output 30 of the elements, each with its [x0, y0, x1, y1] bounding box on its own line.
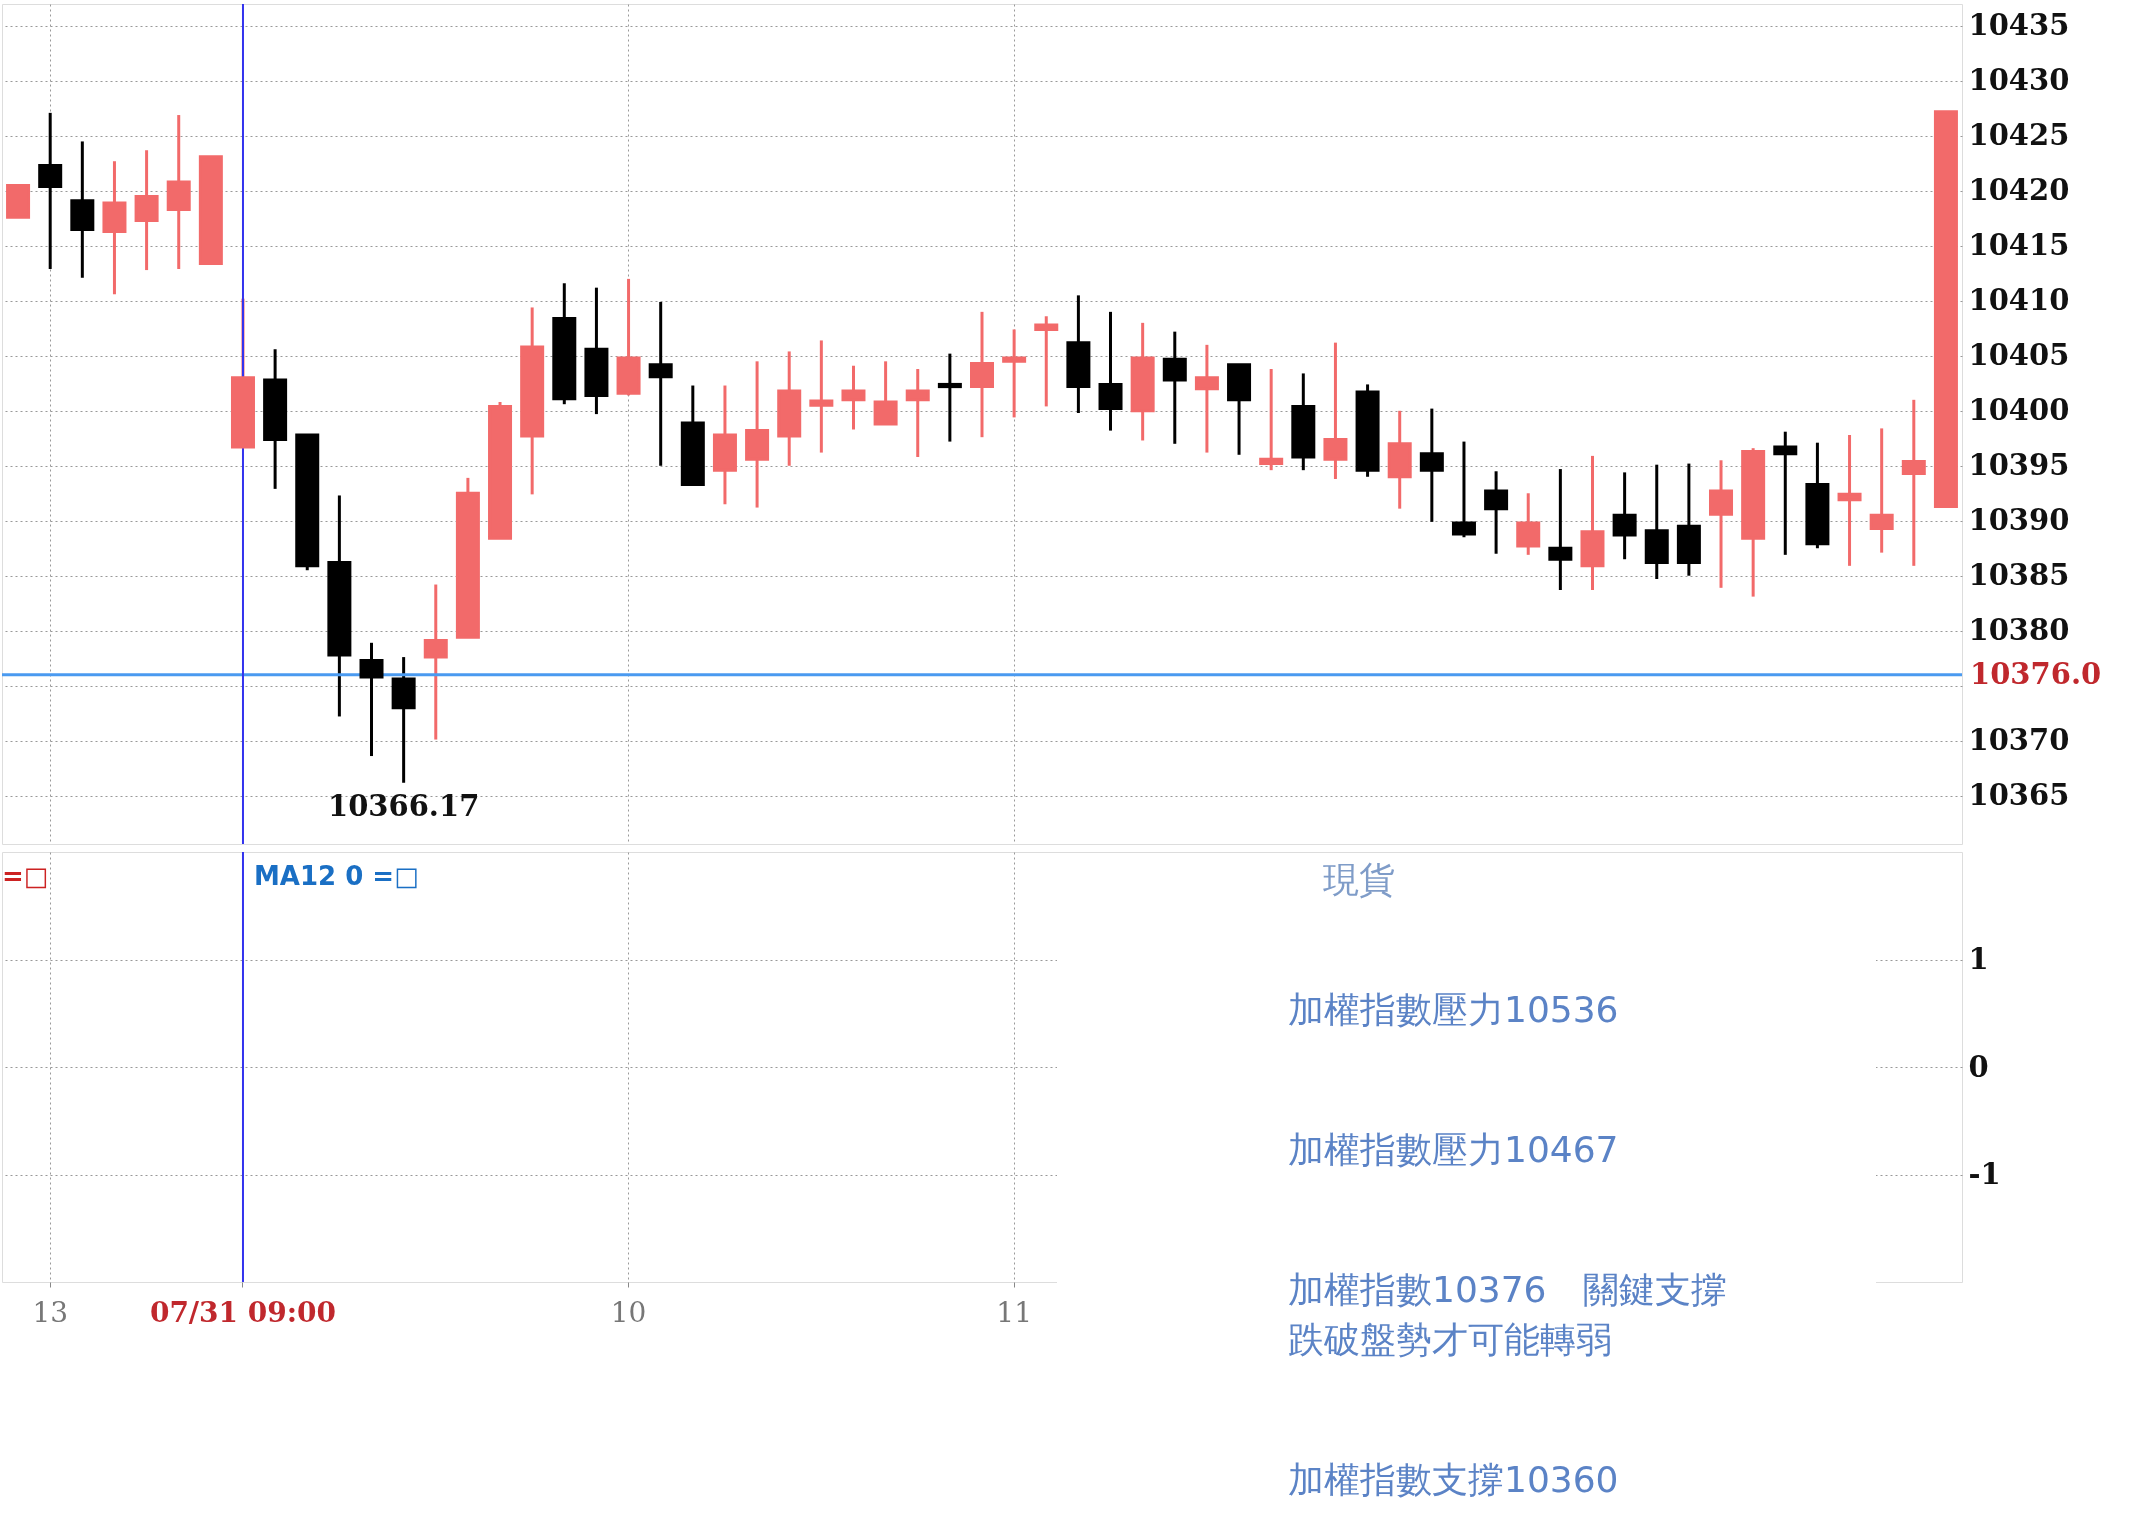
y-tick-label: 10430: [1968, 63, 2070, 98]
y-tick-label: 10410: [1968, 283, 2070, 318]
y-tick-label: 10400: [1968, 393, 2070, 428]
y-tick-label: 10420: [1968, 173, 2070, 208]
x-tick-label: 10: [610, 1295, 647, 1329]
y-tick-label: 10365: [1968, 778, 2070, 813]
annotation: 加權指數壓力10536: [1288, 989, 1619, 1030]
y-tick-label: 0: [1968, 1049, 1989, 1084]
y-tick-label: 10435: [1968, 8, 2070, 43]
y-tick-label: 10405: [1968, 338, 2070, 373]
y-tick-label: 10385: [1968, 558, 2070, 593]
y-tick-label: 1: [1968, 942, 1989, 976]
y-tick-label: 10380: [1968, 613, 2070, 648]
x-tick-label: 13: [32, 1295, 69, 1329]
y-tick-label: 10415: [1968, 228, 2070, 263]
annotation: 現貨: [1323, 859, 1395, 900]
text: 加權指數支撐10360: [1288, 1459, 1619, 1500]
x-tick-label: 07/31 09:00: [149, 1295, 337, 1329]
y-tick-label: 10395: [1968, 448, 2070, 483]
x-tick-label: 11: [996, 1295, 1032, 1329]
annotation: =□: [2, 861, 49, 891]
annotation: 加權指數10376 關鍵支撐跌破盤勢才可能轉弱: [1288, 1269, 1727, 1360]
y-tick-label: -1: [1968, 1157, 2001, 1191]
ref-line-label: 10376.0: [1970, 656, 2102, 691]
y-tick-label: 10425: [1968, 118, 2070, 153]
y-tick-label: 10390: [1968, 503, 2070, 538]
y-tick-label: 10370: [1968, 723, 2070, 758]
annotation: 10366.17: [327, 788, 480, 823]
annotation: MA12 0 =□: [254, 861, 419, 891]
annotation: 加權指數壓力10467: [1288, 1129, 1619, 1170]
